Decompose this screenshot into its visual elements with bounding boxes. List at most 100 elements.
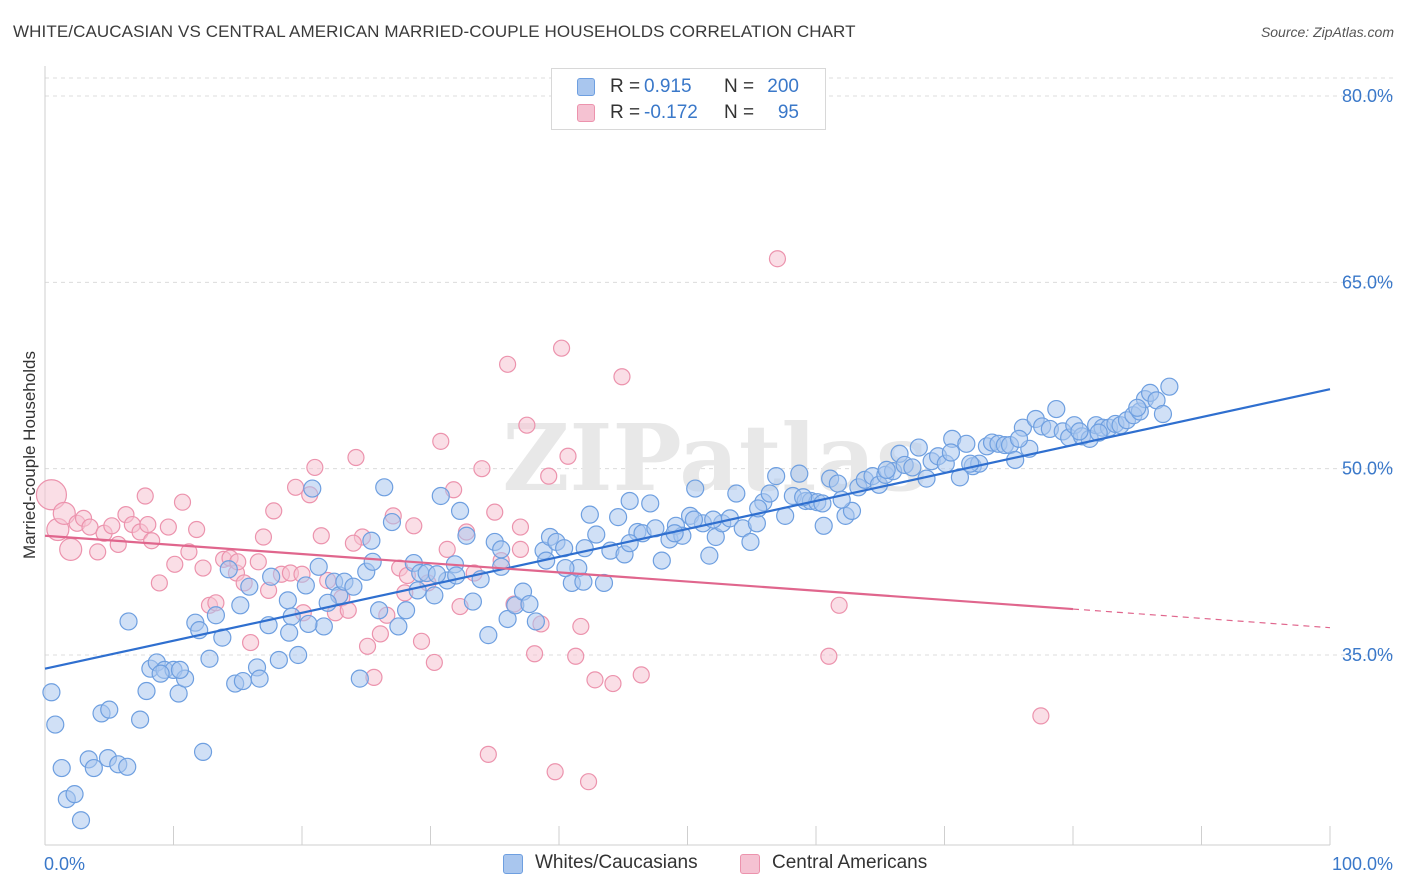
whites-caucasians-point (350, 669, 369, 688)
central-americans-point (254, 528, 273, 546)
whites-caucasians-point (206, 606, 226, 625)
whites-caucasians-point (231, 596, 250, 615)
whites-caucasians-point (790, 464, 809, 483)
whites-caucasians-point (362, 531, 381, 550)
whites-caucasians-point (375, 478, 394, 497)
central-americans-point (820, 647, 838, 665)
central-americans-point (499, 355, 517, 373)
whites-caucasians-point (137, 681, 156, 701)
whites-caucasians-point (344, 577, 363, 596)
n-label: N = (724, 76, 755, 97)
central-americans-point (89, 543, 107, 561)
whites-caucasians-point (1047, 399, 1066, 419)
central-americans-point (632, 666, 650, 684)
central-americans-point (109, 535, 127, 554)
central-americans-point (103, 517, 121, 535)
central-americans-point (613, 368, 631, 386)
central-americans-point (188, 520, 206, 539)
whites-trend-line (44, 388, 1331, 670)
whites-caucasians-point (250, 669, 269, 688)
whites-caucasians-point (71, 811, 91, 830)
whites-caucasians-point (760, 484, 779, 503)
central-americans-trend-line (44, 534, 1074, 611)
pink-swatch-icon (577, 104, 595, 122)
whites-caucasians-point (1070, 422, 1089, 441)
central-americans-point (559, 447, 577, 465)
whites-caucasians-point (303, 479, 322, 498)
central-americans-point (173, 493, 192, 511)
y-tick-label: 35.0% (1342, 645, 1393, 665)
whites-caucasians-point (457, 526, 476, 545)
whites-caucasians-point (1153, 404, 1173, 424)
central-americans-point (540, 467, 558, 485)
whites-caucasians-point (370, 601, 389, 620)
central-americans-point (511, 540, 530, 559)
central-americans-point (552, 339, 571, 357)
central-americans-point (159, 518, 177, 536)
central-americans-point (59, 537, 83, 562)
whites-caucasians-point (700, 546, 719, 565)
whites-caucasians-point (620, 491, 639, 511)
central-americans-point (194, 559, 212, 577)
central-americans-point (830, 596, 848, 614)
central-americans-point (143, 532, 161, 550)
central-americans-point (473, 460, 491, 478)
whites-caucasians-point (652, 551, 671, 570)
central-americans-point (150, 574, 168, 592)
whites-caucasians-point (363, 552, 382, 571)
central-americans-point (518, 416, 536, 434)
whites-caucasians-point (741, 532, 760, 552)
central-americans-point (139, 515, 157, 534)
whites-caucasians-point (130, 710, 150, 729)
whites-caucasians-point (574, 572, 593, 591)
central-americans-point (486, 503, 504, 521)
whites-caucasians-point (100, 700, 119, 719)
central-americans-point (412, 632, 431, 650)
y-tick-label: 80.0% (1342, 86, 1393, 106)
whites-caucasians-point (609, 508, 628, 527)
pink-swatch-icon (740, 854, 760, 874)
whites-caucasians-point (425, 586, 444, 605)
whites-caucasians-point (526, 612, 545, 631)
whites-caucasians-point (941, 443, 961, 462)
whites-caucasians-point (814, 516, 833, 535)
series-legend: Whites/Caucasians Central Americans (0, 852, 1406, 878)
whites-caucasians-point (498, 609, 517, 629)
stats-legend: R = 0.915 N = 200 R = -0.172 N = 95 (551, 68, 826, 130)
legend-label: Central Americans (772, 852, 928, 873)
central-americans-point (166, 555, 184, 573)
tick-labels: 35.0% 50.0% 65.0% 80.0% 0.0% 100.0% (44, 86, 1393, 874)
whites-caucasians-point (240, 577, 259, 596)
n-label: N = (724, 102, 755, 123)
central-americans-point (180, 543, 198, 561)
central-americans-point (265, 502, 283, 520)
central-americans-point (768, 250, 787, 268)
whites-caucasians-point (200, 649, 219, 668)
trend-lines (44, 388, 1331, 670)
whites-caucasians-point (450, 501, 470, 521)
whites-caucasians-point (269, 650, 288, 670)
central-americans-point (546, 763, 564, 781)
r-value: 0.915 (644, 76, 692, 97)
whites-caucasians-points (42, 377, 1179, 830)
stats-row-central-americans: R = -0.172 N = 95 (552, 101, 825, 127)
central-americans-point (242, 633, 260, 652)
whites-caucasians-point (580, 505, 599, 524)
whites-caucasians-point (262, 567, 281, 586)
central-americans-point (525, 645, 544, 663)
y-tick-label: 65.0% (1342, 272, 1393, 292)
whites-caucasians-point (587, 525, 606, 544)
whites-caucasians-point (686, 479, 705, 498)
whites-caucasians-point (957, 434, 976, 453)
whites-caucasians-point (1089, 423, 1108, 442)
r-label: R = (610, 102, 641, 123)
whites-caucasians-point (1009, 429, 1029, 448)
whites-caucasians-point (492, 540, 511, 559)
whites-caucasians-point (233, 671, 252, 691)
central-americans-point (586, 671, 604, 689)
central-americans-point (567, 647, 585, 665)
central-americans-point (344, 534, 362, 552)
y-tick-label: 50.0% (1342, 459, 1393, 479)
whites-caucasians-point (794, 488, 813, 507)
central-americans-point (306, 458, 324, 477)
